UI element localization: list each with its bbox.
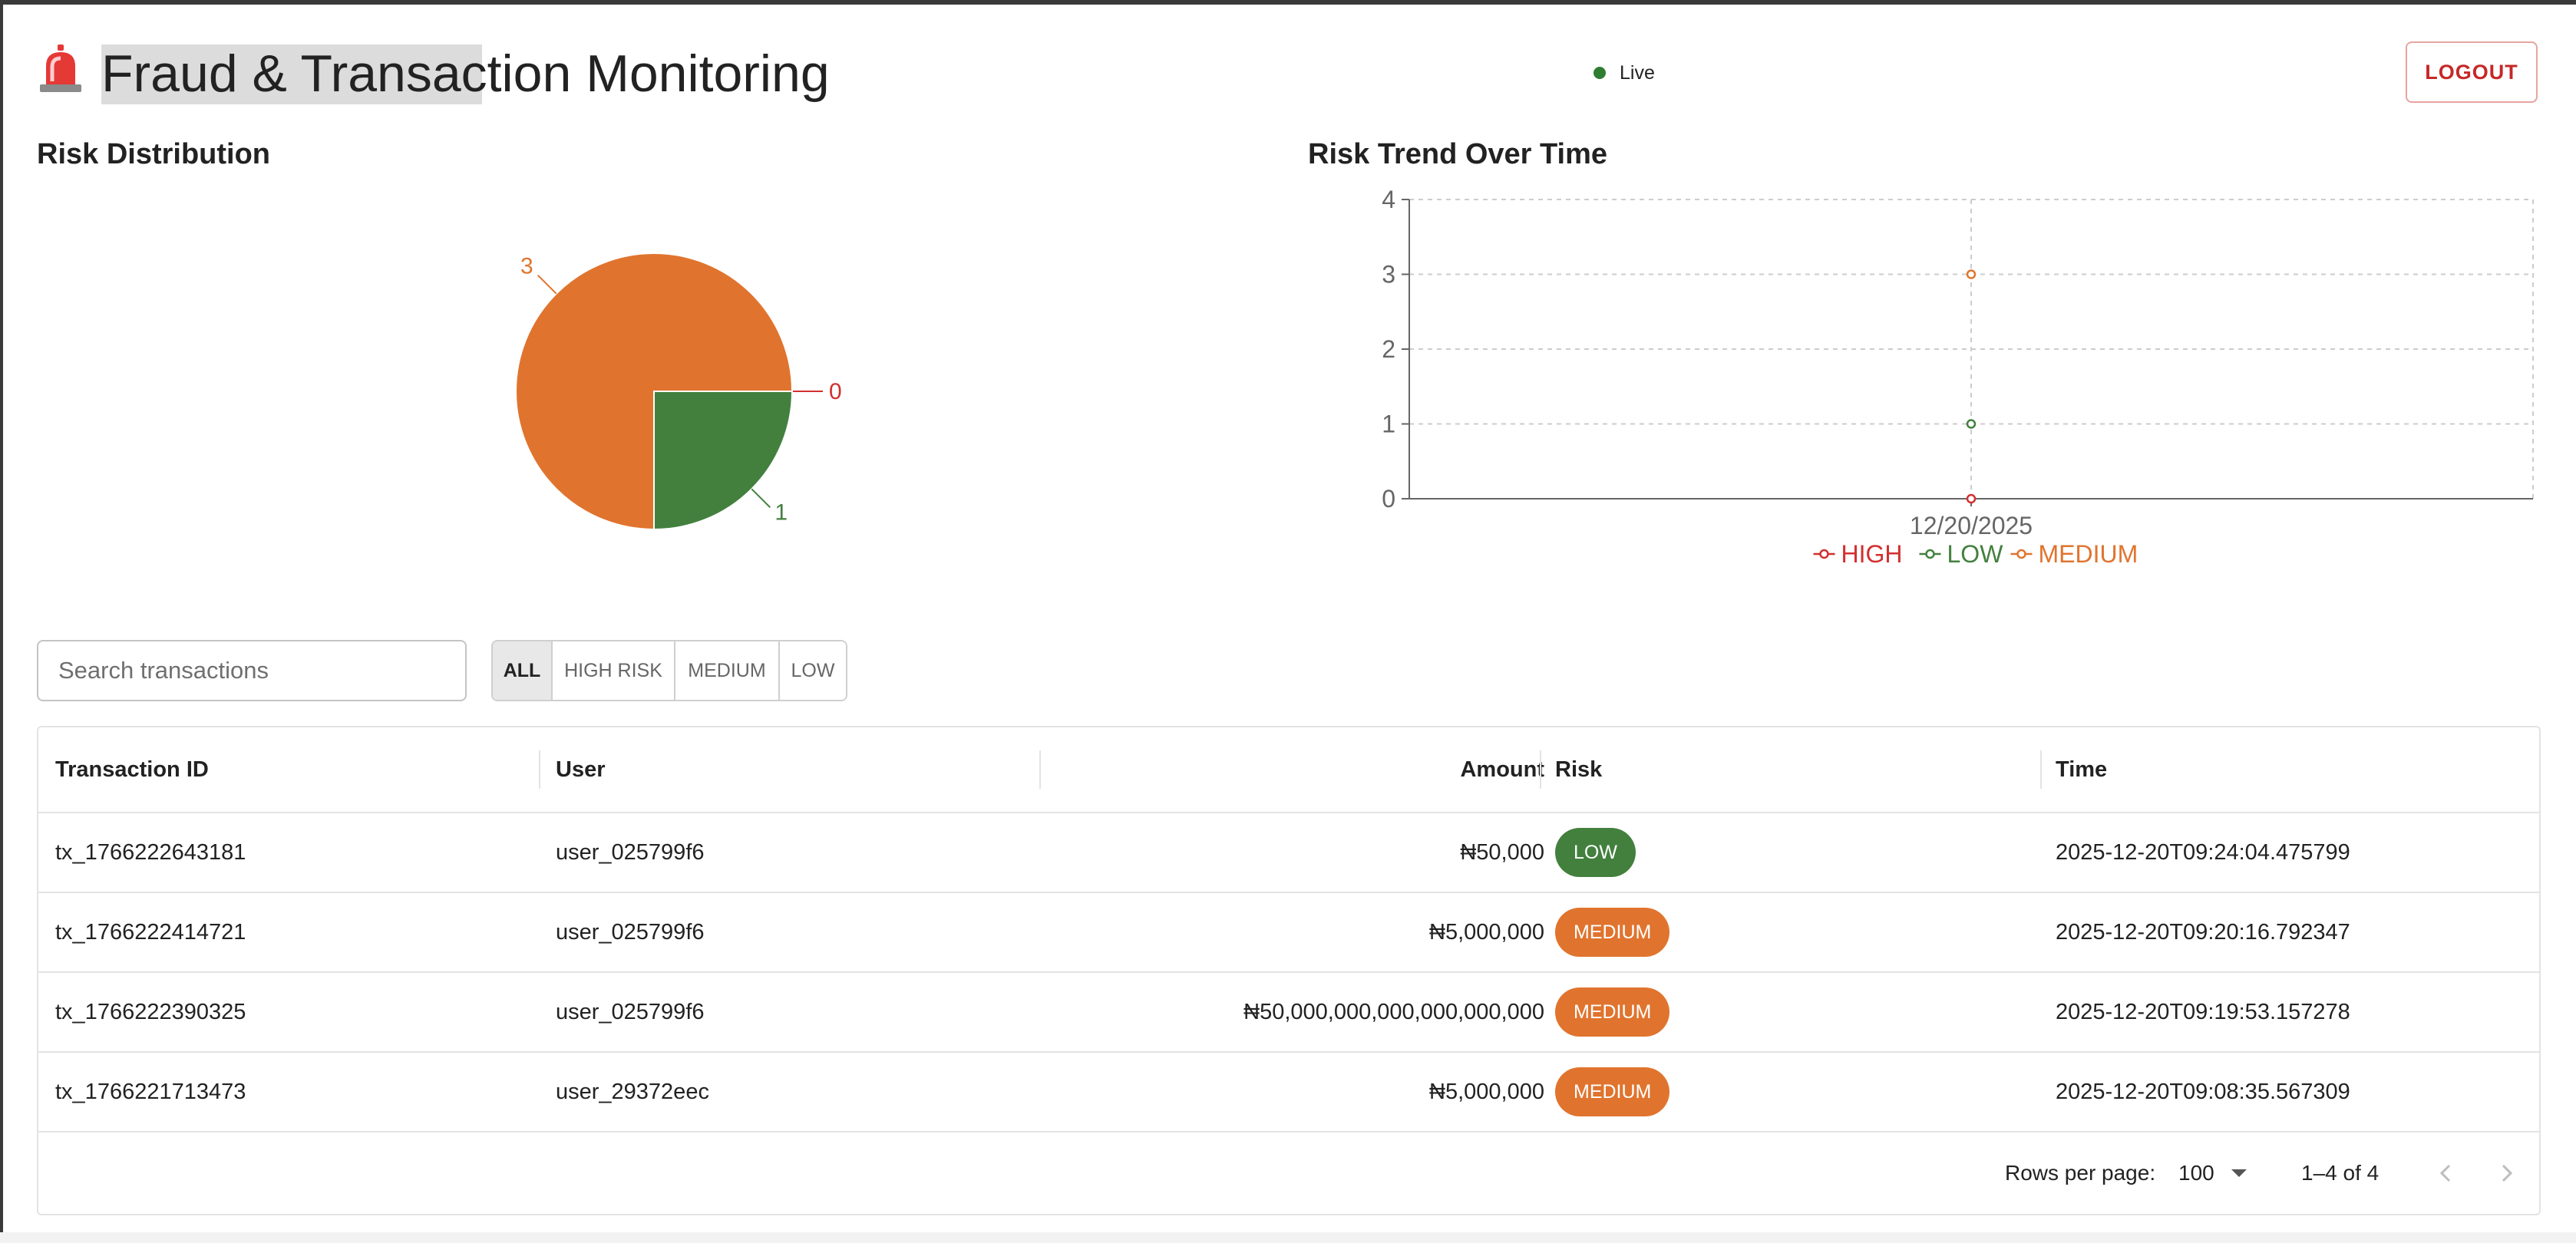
cell-user: user_025799f6: [556, 999, 705, 1024]
column-separator[interactable]: [539, 750, 540, 789]
table-row[interactable]: tx_1766222390325 user_025799f6 ₦50,000,0…: [38, 973, 2539, 1053]
chevron-left-icon: [2439, 1164, 2451, 1182]
y-tick-label: 1: [1382, 410, 1395, 438]
legend-marker-high: [1819, 549, 1829, 559]
app-header: Fraud & Transaction Monitoring Live LOGO…: [37, 40, 2539, 104]
column-header-risk[interactable]: Risk: [1555, 757, 1603, 782]
chevron-right-icon: [2502, 1164, 2513, 1182]
live-status: Live: [1593, 61, 1655, 84]
y-tick-label: 3: [1382, 261, 1395, 288]
pie-label-line-medium: [537, 274, 557, 295]
column-separator[interactable]: [1039, 750, 1041, 789]
pie-value-label-low: 1: [774, 500, 788, 525]
legend-marker-low: [1925, 549, 1935, 559]
risk-distribution-title: Risk Distribution: [37, 138, 271, 170]
window-bottom-strip: [0, 1232, 2576, 1243]
cell-amount: ₦5,000,000: [1429, 1079, 1544, 1104]
window-top-border: [0, 0, 2576, 5]
cell-amount: ₦5,000,000: [1429, 919, 1544, 945]
risk-distribution-pie-chart: 0 1 3: [515, 252, 842, 531]
data-point-high[interactable]: [1966, 493, 1977, 504]
table-row[interactable]: tx_1766221713473 user_29372eec ₦5,000,00…: [38, 1053, 2539, 1133]
column-header-transaction-id[interactable]: Transaction ID: [55, 757, 209, 782]
pie-label-line-low: [751, 488, 771, 509]
rows-per-page-value: 100: [2178, 1161, 2214, 1185]
search-input[interactable]: [37, 640, 467, 701]
cell-amount: ₦50,000: [1460, 839, 1544, 865]
x-tick-label: 12/20/2025: [1910, 512, 2033, 539]
rotating-light-icon: [40, 45, 81, 92]
title-selection-highlight: [101, 45, 482, 104]
window-left-border: [0, 5, 3, 1243]
column-separator[interactable]: [2040, 750, 2042, 789]
cell-risk: MEDIUM: [1555, 973, 1670, 1051]
cell-time: 2025-12-20T09:20:16.792347: [2056, 919, 2350, 945]
risk-trend-line-chart: 0 1 2 3 4 12/20/2025 HIGH LOW MEDIUM: [1382, 186, 2534, 568]
cell-risk: LOW: [1555, 813, 1636, 892]
table-header: Transaction ID User Amount Risk Time: [38, 727, 2539, 813]
cell-user: user_025799f6: [556, 919, 705, 945]
risk-badge: MEDIUM: [1555, 1067, 1670, 1116]
risk-badge: MEDIUM: [1555, 987, 1670, 1037]
cell-transaction-id: tx_1766222643181: [55, 839, 246, 865]
legend-marker-medium: [2016, 549, 2026, 559]
pagination-range-label: 1–4 of 4: [2301, 1161, 2379, 1185]
table-pagination: Rows per page: 100 1–4 of 4: [38, 1133, 2539, 1214]
cell-user: user_025799f6: [556, 839, 705, 865]
pie-value-label-high: 0: [829, 379, 842, 404]
cell-time: 2025-12-20T09:24:04.475799: [2056, 839, 2350, 865]
page-title-wrap: Fraud & Transaction Monitoring: [101, 43, 830, 104]
logout-button[interactable]: LOGOUT: [2406, 41, 2538, 103]
cell-transaction-id: tx_1766221713473: [55, 1079, 246, 1104]
cell-transaction-id: tx_1766222414721: [55, 919, 246, 945]
cell-user: user_29372eec: [556, 1079, 709, 1104]
column-header-time[interactable]: Time: [2056, 757, 2108, 782]
legend-label-medium[interactable]: MEDIUM: [2039, 540, 2138, 568]
cell-amount: ₦50,000,000,000,000,000,000: [1243, 999, 1544, 1024]
y-tick-label: 0: [1382, 485, 1395, 513]
page-title: Fraud & Transaction Monitoring: [101, 45, 830, 103]
live-status-dot: [1593, 67, 1606, 79]
cell-risk: MEDIUM: [1555, 893, 1670, 971]
column-header-amount[interactable]: Amount: [1460, 757, 1544, 782]
risk-trend-title: Risk Trend Over Time: [1308, 138, 1608, 170]
column-separator[interactable]: [1540, 750, 1541, 789]
data-point-low[interactable]: [1966, 419, 1977, 429]
live-status-label: Live: [1620, 61, 1655, 84]
filter-medium-button[interactable]: MEDIUM: [675, 641, 780, 700]
y-tick-label: 2: [1382, 335, 1395, 363]
cell-transaction-id: tx_1766222390325: [55, 999, 246, 1024]
rows-per-page-label: Rows per page:: [2005, 1161, 2156, 1185]
cell-time: 2025-12-20T09:19:53.157278: [2056, 999, 2350, 1024]
y-tick-label: 4: [1382, 186, 1395, 213]
pie-slice-low[interactable]: [653, 391, 794, 531]
chevron-down-icon: [2231, 1169, 2247, 1177]
cell-risk: MEDIUM: [1555, 1053, 1670, 1131]
risk-badge: LOW: [1555, 828, 1636, 877]
filter-low-button[interactable]: LOW: [780, 641, 846, 700]
risk-filter-group: ALL HIGH RISK MEDIUM LOW: [491, 640, 847, 701]
transactions-table: Transaction ID User Amount Risk Time tx_…: [37, 726, 2541, 1215]
next-page-button[interactable]: [2487, 1154, 2525, 1192]
rows-per-page-select[interactable]: 100: [2178, 1133, 2247, 1214]
previous-page-button[interactable]: [2427, 1154, 2465, 1192]
legend-label-high[interactable]: HIGH: [1841, 540, 1903, 568]
risk-badge: MEDIUM: [1555, 908, 1670, 957]
data-point-medium[interactable]: [1966, 269, 1977, 279]
pie-value-label-medium: 3: [520, 254, 533, 279]
filter-high-risk-button[interactable]: HIGH RISK: [553, 641, 675, 700]
table-row[interactable]: tx_1766222414721 user_025799f6 ₦5,000,00…: [38, 893, 2539, 973]
cell-time: 2025-12-20T09:08:35.567309: [2056, 1079, 2350, 1104]
legend-label-low[interactable]: LOW: [1947, 540, 2004, 568]
table-row[interactable]: tx_1766222643181 user_025799f6 ₦50,000 L…: [38, 813, 2539, 893]
filter-all-button[interactable]: ALL: [493, 641, 553, 700]
column-header-user[interactable]: User: [556, 757, 606, 782]
